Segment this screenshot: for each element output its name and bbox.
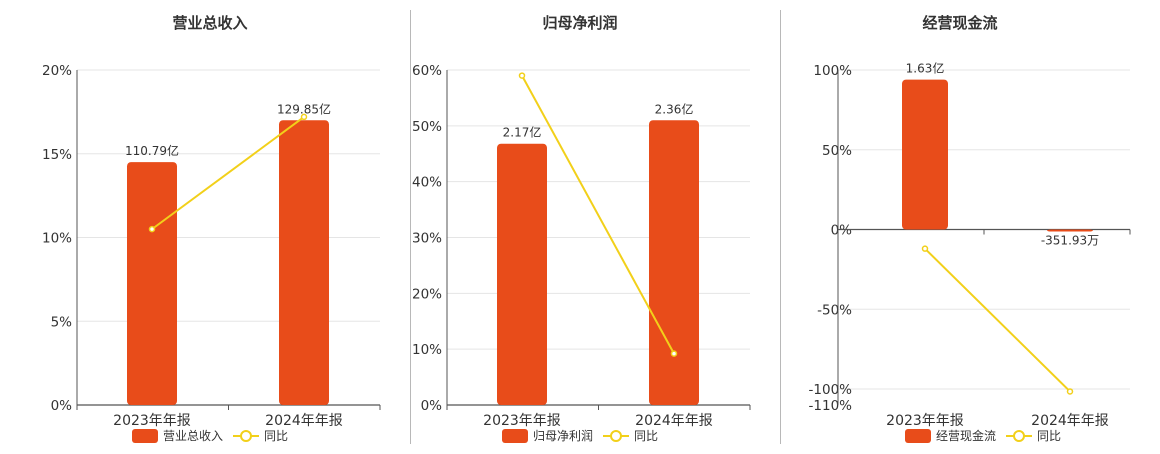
yoy-point (670, 350, 678, 357)
x-tick-label: 2023年年报 (886, 413, 964, 429)
y-tick-label: -50% (817, 302, 852, 318)
bar (497, 143, 547, 405)
cash-flow-chart: 经营现金流 -110%-100% -50% 0% 50% 100% 1.63亿 -351.93… (809, 14, 1131, 443)
bar-value-label: 129.85亿 (277, 101, 331, 116)
legend-line-marker (1013, 430, 1025, 442)
net-profit-chart: 归母净利润 0% 10% 20% 30% 40% 50% 60% 2.17亿 2.36亿 2023年… (412, 14, 751, 443)
y-tick-label: -110% (809, 398, 853, 414)
y-tick-label: 0% (831, 223, 853, 239)
net-profit-chart-panel: 归母净利润 0% 10% 20% 30% 40% 50% 60% 2.17亿 2.36亿 2023年… (400, 0, 780, 450)
y-tick-label: 20% (42, 63, 72, 79)
chart-title: 营业总收入 (172, 14, 247, 32)
y-tick-label: 40% (412, 175, 442, 191)
bar-value-label: -351.93万 (1041, 234, 1099, 248)
yoy-point (148, 225, 156, 233)
y-tick-label: 50% (822, 143, 852, 159)
y-tick-label: -100% (809, 382, 853, 398)
y-tick-label: 0% (421, 398, 443, 414)
bar-value-label: 2.17亿 (503, 125, 542, 140)
legend-line-marker (610, 430, 622, 442)
bar (1047, 229, 1093, 232)
legend-line-marker (240, 430, 252, 442)
y-tick-label: 20% (412, 286, 442, 302)
chart-title: 归母净利润 (542, 14, 617, 32)
y-tick-label: 10% (42, 231, 72, 247)
y-tick-label: 10% (412, 342, 442, 358)
legend-line-label: 同比 (634, 429, 658, 443)
bar (902, 79, 948, 230)
y-tick-label: 50% (412, 119, 442, 135)
x-tick-label: 2023年年报 (113, 413, 191, 429)
revenue-chart-panel: 营业总收入 0% 5% 10% 15% 20% 110.79亿 129.85亿 2023年年报 2… (0, 0, 400, 450)
x-tick-label: 2024年年报 (635, 413, 713, 429)
y-tick-label: 30% (412, 231, 442, 247)
chart-title: 经营现金流 (922, 14, 997, 32)
yoy-line (151, 116, 305, 230)
legend-bar-swatch (502, 429, 528, 443)
legend-line-label: 同比 (264, 429, 288, 443)
y-tick-label: 5% (51, 314, 73, 330)
panel-divider (410, 10, 411, 444)
x-tick-label: 2023年年报 (483, 413, 561, 429)
legend-bar-label: 归母净利润 (533, 429, 593, 443)
y-tick-label: 60% (412, 63, 442, 79)
bar-value-label: 1.63亿 (906, 61, 945, 76)
bar-value-label: 110.79亿 (125, 143, 179, 158)
revenue-chart: 营业总收入 0% 5% 10% 15% 20% 110.79亿 129.85亿 2023年年报 2… (42, 14, 381, 443)
legend-line-label: 同比 (1037, 429, 1061, 443)
cash-flow-chart-panel: 经营现金流 -110% -100% -50% 0% 50% 100% 1.63亿 -351.93… (780, 0, 1160, 450)
y-tick-label: 100% (813, 63, 852, 79)
yoy-point (300, 113, 308, 121)
yoy-point (921, 245, 929, 252)
x-tick-label: 2024年年报 (265, 413, 343, 429)
bar (649, 120, 699, 405)
y-tick-label: 0% (51, 398, 73, 414)
panel-divider (780, 10, 781, 444)
y-tick-label: 15% (42, 147, 72, 163)
legend-bar-swatch (132, 429, 158, 443)
legend-bar-label: 营业总收入 (163, 429, 223, 443)
yoy-point (1066, 388, 1074, 395)
yoy-line (521, 75, 675, 355)
bar (279, 120, 329, 405)
legend-bar-swatch (905, 429, 931, 443)
x-tick-label: 2024年年报 (1031, 413, 1109, 429)
bar (127, 162, 177, 405)
bar-value-label: 2.36亿 (655, 101, 694, 116)
yoy-point (518, 72, 526, 79)
legend-bar-label: 经营现金流 (936, 428, 996, 443)
yoy-line (924, 247, 1071, 393)
